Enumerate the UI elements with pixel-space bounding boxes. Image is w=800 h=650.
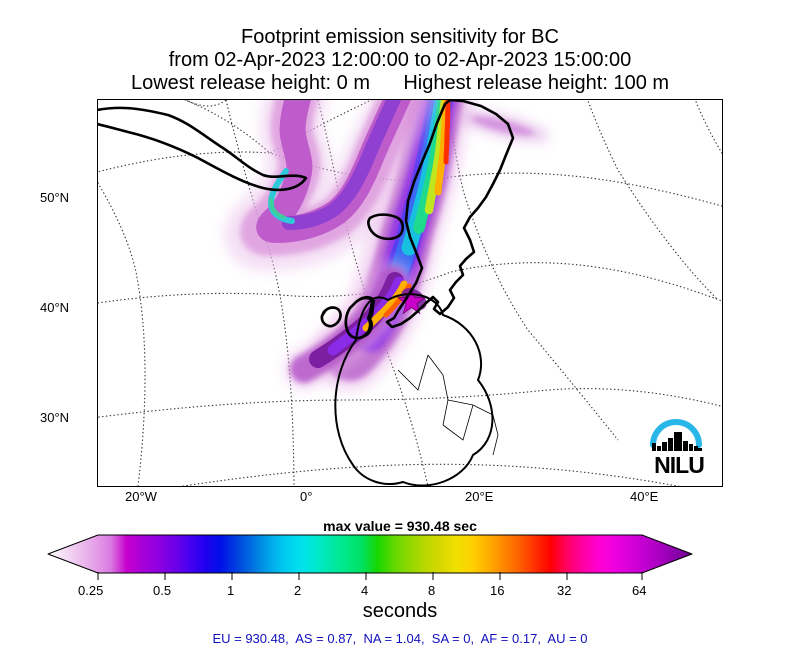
svg-text:NILU: NILU	[654, 452, 704, 478]
